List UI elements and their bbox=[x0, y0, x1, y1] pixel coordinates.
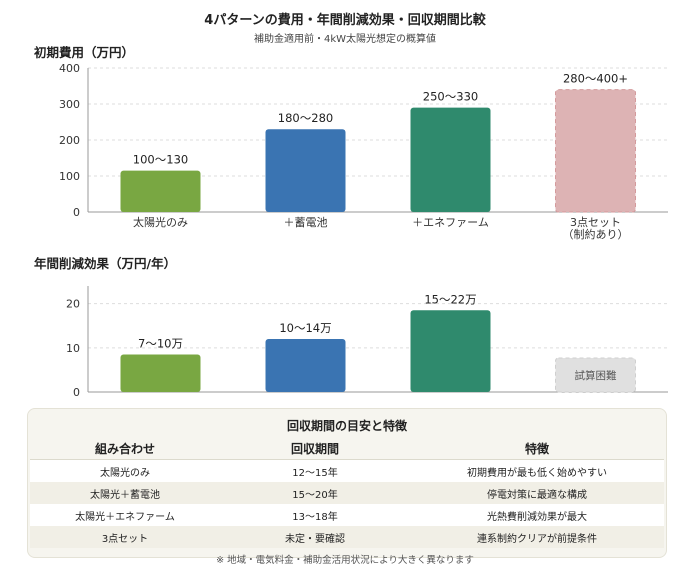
page-title: 4パターンの費用・年間削減効果・回収期間比較 bbox=[204, 13, 486, 28]
summary-title: 回収期間の目安と特徴 bbox=[286, 419, 407, 433]
cell-feature: 連系制約クリアが前提条件 bbox=[410, 526, 664, 548]
table-row: 太陽光のみ 12〜15年 初期費用が最も低く始めやすい bbox=[30, 459, 664, 482]
y-tick-label: 0 bbox=[73, 206, 80, 219]
payback-table: 組み合わせ 回収期間 特徴 太陽光のみ 12〜15年 初期費用が最も低く始めやす… bbox=[30, 437, 664, 548]
x-tick-label: 3点セット bbox=[570, 216, 621, 229]
placeholder-label: 試算困難 bbox=[575, 369, 617, 382]
header-payback: 回収期間 bbox=[220, 437, 410, 460]
savings-chart-title: 年間削減効果（万円/年） bbox=[34, 256, 177, 271]
x-tick-label: ＋エネファーム bbox=[412, 216, 489, 229]
y-tick-label: 20 bbox=[66, 298, 80, 311]
x-tick-label: 太陽光のみ bbox=[133, 215, 188, 229]
cell-combination: 太陽光＋蓄電池 bbox=[30, 482, 220, 504]
bar bbox=[120, 170, 201, 212]
x-tick-label: ＋蓄電池 bbox=[284, 216, 328, 229]
bar bbox=[265, 129, 346, 212]
table-row: 太陽光＋蓄電池 15〜20年 停電対策に最適な構成 bbox=[30, 482, 664, 504]
bar bbox=[410, 310, 491, 392]
data-label: 7〜10万 bbox=[138, 336, 183, 350]
initial-cost-chart: 0 100 200 300 400 100〜130 太陽光のみ 180〜280 ＋蓄電池 250〜… bbox=[59, 62, 668, 240]
cell-payback: 13〜18年 bbox=[220, 504, 410, 526]
cell-combination: 太陽光＋エネファーム bbox=[30, 504, 220, 526]
table-row: 3点セット 未定・要確認 連系制約クリアが前提条件 bbox=[30, 526, 664, 548]
y-tick-label: 100 bbox=[59, 170, 80, 183]
bar bbox=[120, 354, 201, 392]
data-label: 10〜14万 bbox=[279, 321, 331, 335]
cell-feature: 光熱費削減効果が最大 bbox=[410, 504, 664, 526]
bar bbox=[555, 89, 636, 213]
y-tick-label: 0 bbox=[73, 386, 80, 399]
footnote: ※ 地域・電気料金・補助金活用状況により大きく異なります bbox=[216, 555, 474, 566]
cost-chart-title: 初期費用（万円） bbox=[34, 45, 135, 60]
header-combination: 組み合わせ bbox=[30, 437, 220, 460]
y-tick-label: 10 bbox=[66, 342, 80, 355]
bar bbox=[410, 107, 491, 212]
cell-payback: 12〜15年 bbox=[220, 459, 410, 482]
table-header-row: 組み合わせ 回収期間 特徴 bbox=[30, 437, 664, 460]
cell-payback: 15〜20年 bbox=[220, 482, 410, 504]
bar bbox=[265, 339, 346, 392]
data-label: 250〜330 bbox=[423, 90, 478, 104]
x-tick-label: （制約あり） bbox=[563, 227, 629, 240]
payback-summary-panel: 回収期間の目安と特徴 組み合わせ 回収期間 特徴 太陽光のみ 12〜15年 初期… bbox=[27, 408, 667, 558]
cell-combination: 太陽光のみ bbox=[30, 459, 220, 482]
cell-feature: 初期費用が最も低く始めやすい bbox=[410, 459, 664, 482]
cell-combination: 3点セット bbox=[30, 526, 220, 548]
table-row: 太陽光＋エネファーム 13〜18年 光熱費削減効果が最大 bbox=[30, 504, 664, 526]
cell-feature: 停電対策に最適な構成 bbox=[410, 482, 664, 504]
data-label: 15〜22万 bbox=[424, 292, 476, 306]
data-label: 280〜400+ bbox=[563, 72, 628, 86]
page-subtitle: 補助金適用前・4kW太陽光想定の概算値 bbox=[253, 34, 437, 45]
y-tick-label: 400 bbox=[59, 62, 80, 75]
data-label: 100〜130 bbox=[133, 153, 188, 167]
placeholder-bar bbox=[555, 357, 636, 393]
header-features: 特徴 bbox=[410, 437, 664, 460]
data-label: 180〜280 bbox=[278, 111, 333, 125]
cell-payback: 未定・要確認 bbox=[220, 526, 410, 548]
y-tick-label: 200 bbox=[59, 134, 80, 147]
y-tick-label: 300 bbox=[59, 98, 80, 111]
